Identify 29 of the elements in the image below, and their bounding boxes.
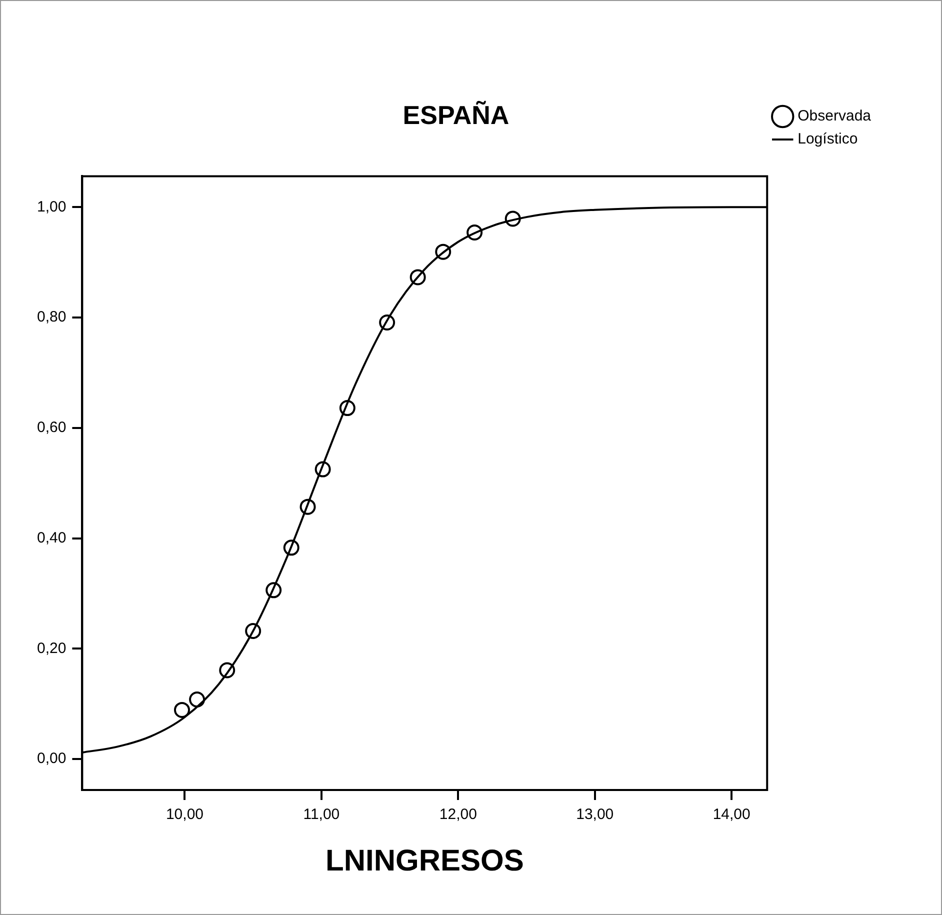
point [300, 498, 316, 515]
y-tick-label: 0,40 [36, 529, 66, 546]
x-tick-label: 13,00 [576, 806, 614, 824]
x-tick-label: 12,00 [439, 806, 477, 824]
point [189, 691, 206, 708]
point [379, 314, 396, 330]
point [410, 269, 426, 286]
x-tick-label: 10,00 [166, 806, 204, 824]
x-tick-label: 11,00 [303, 806, 340, 824]
y-tick-label: 0,80 [36, 308, 66, 326]
y-tick-label: 1,00 [36, 198, 66, 216]
point [219, 662, 236, 678]
point [314, 461, 331, 478]
y-tick-label: 0,60 [36, 419, 66, 436]
x-axis-title: LNINGRESOS [325, 844, 524, 878]
point [174, 702, 190, 718]
point [466, 224, 483, 240]
point [339, 400, 356, 416]
legend-label: Observada [798, 108, 872, 125]
y-tick-label: 0,20 [36, 640, 66, 657]
x-tick-label: 14,00 [712, 806, 750, 824]
point [435, 244, 452, 260]
chart-title: ESPAÑA [402, 100, 510, 130]
point [504, 210, 521, 227]
y-tick-label: 0,00 [36, 750, 66, 768]
point [266, 582, 282, 598]
legend-label: Logístico [798, 130, 858, 148]
point [245, 623, 262, 640]
point [283, 540, 300, 556]
